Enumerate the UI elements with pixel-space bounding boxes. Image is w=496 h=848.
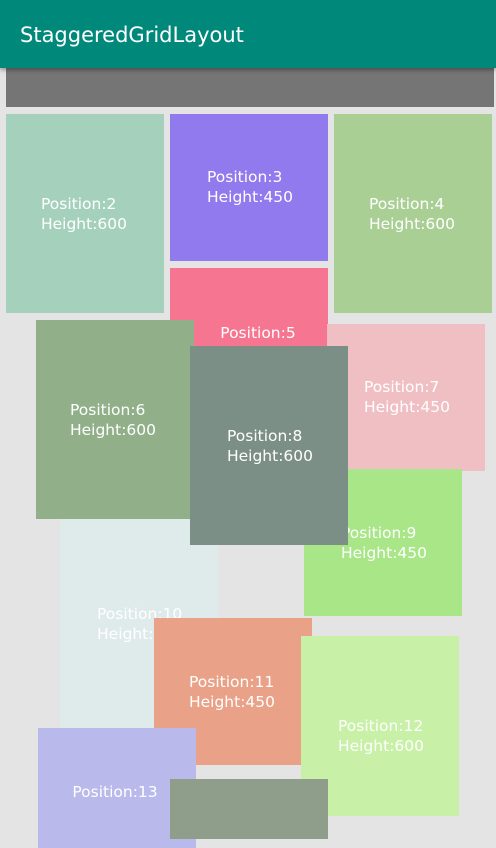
grid-card-position-3[interactable]: Position:3 Height:450 — [170, 114, 328, 261]
card-position-label: Position:6 — [69, 400, 146, 419]
card-position-label: Position:12 — [337, 717, 424, 735]
card-height-label: Height:600 — [40, 214, 128, 233]
app-title: StaggeredGridLayout — [20, 23, 244, 47]
grid-card-position-4[interactable]: Position:4 Height:600 — [334, 114, 492, 313]
card-height-label: Height:600 — [337, 737, 425, 755]
card-position-label: Position:9 — [340, 523, 417, 542]
grid-card-position-8[interactable]: Position:8 Height:600 — [190, 346, 348, 545]
card-position-label: Position:4 — [368, 194, 445, 213]
card-height-label: Height:450 — [340, 543, 428, 562]
card-position-label: Position:3 — [206, 167, 283, 186]
header-banner — [6, 68, 494, 107]
app-bar: StaggeredGridLayout — [0, 0, 496, 68]
card-height-label: Height:600 — [368, 214, 456, 233]
grid-card-position-7[interactable]: Position:7 Height:450 — [327, 324, 485, 471]
card-height-label: Height:450 — [206, 187, 294, 206]
card-position-label: Position:11 — [188, 672, 275, 691]
card-position-label: Position:5 — [220, 324, 296, 342]
card-height-label: Height:600 — [69, 420, 157, 439]
grid-card-position-14[interactable] — [170, 779, 328, 839]
card-position-label: Position:13 — [72, 783, 158, 801]
card-height-label: Height:450 — [188, 692, 276, 711]
card-height-label: Height:6 — [97, 625, 164, 643]
grid-card-position-2[interactable]: Position:2 Height:600 — [6, 114, 164, 313]
card-height-label: Height:600 — [226, 446, 314, 465]
card-height-label: Height:450 — [363, 397, 451, 416]
card-position-label: Position:7 — [363, 377, 440, 396]
grid-card-position-6[interactable]: Position:6 Height:600 — [36, 320, 194, 519]
card-position-label: Position:2 — [40, 194, 117, 213]
card-position-label: Position:8 — [226, 426, 303, 445]
